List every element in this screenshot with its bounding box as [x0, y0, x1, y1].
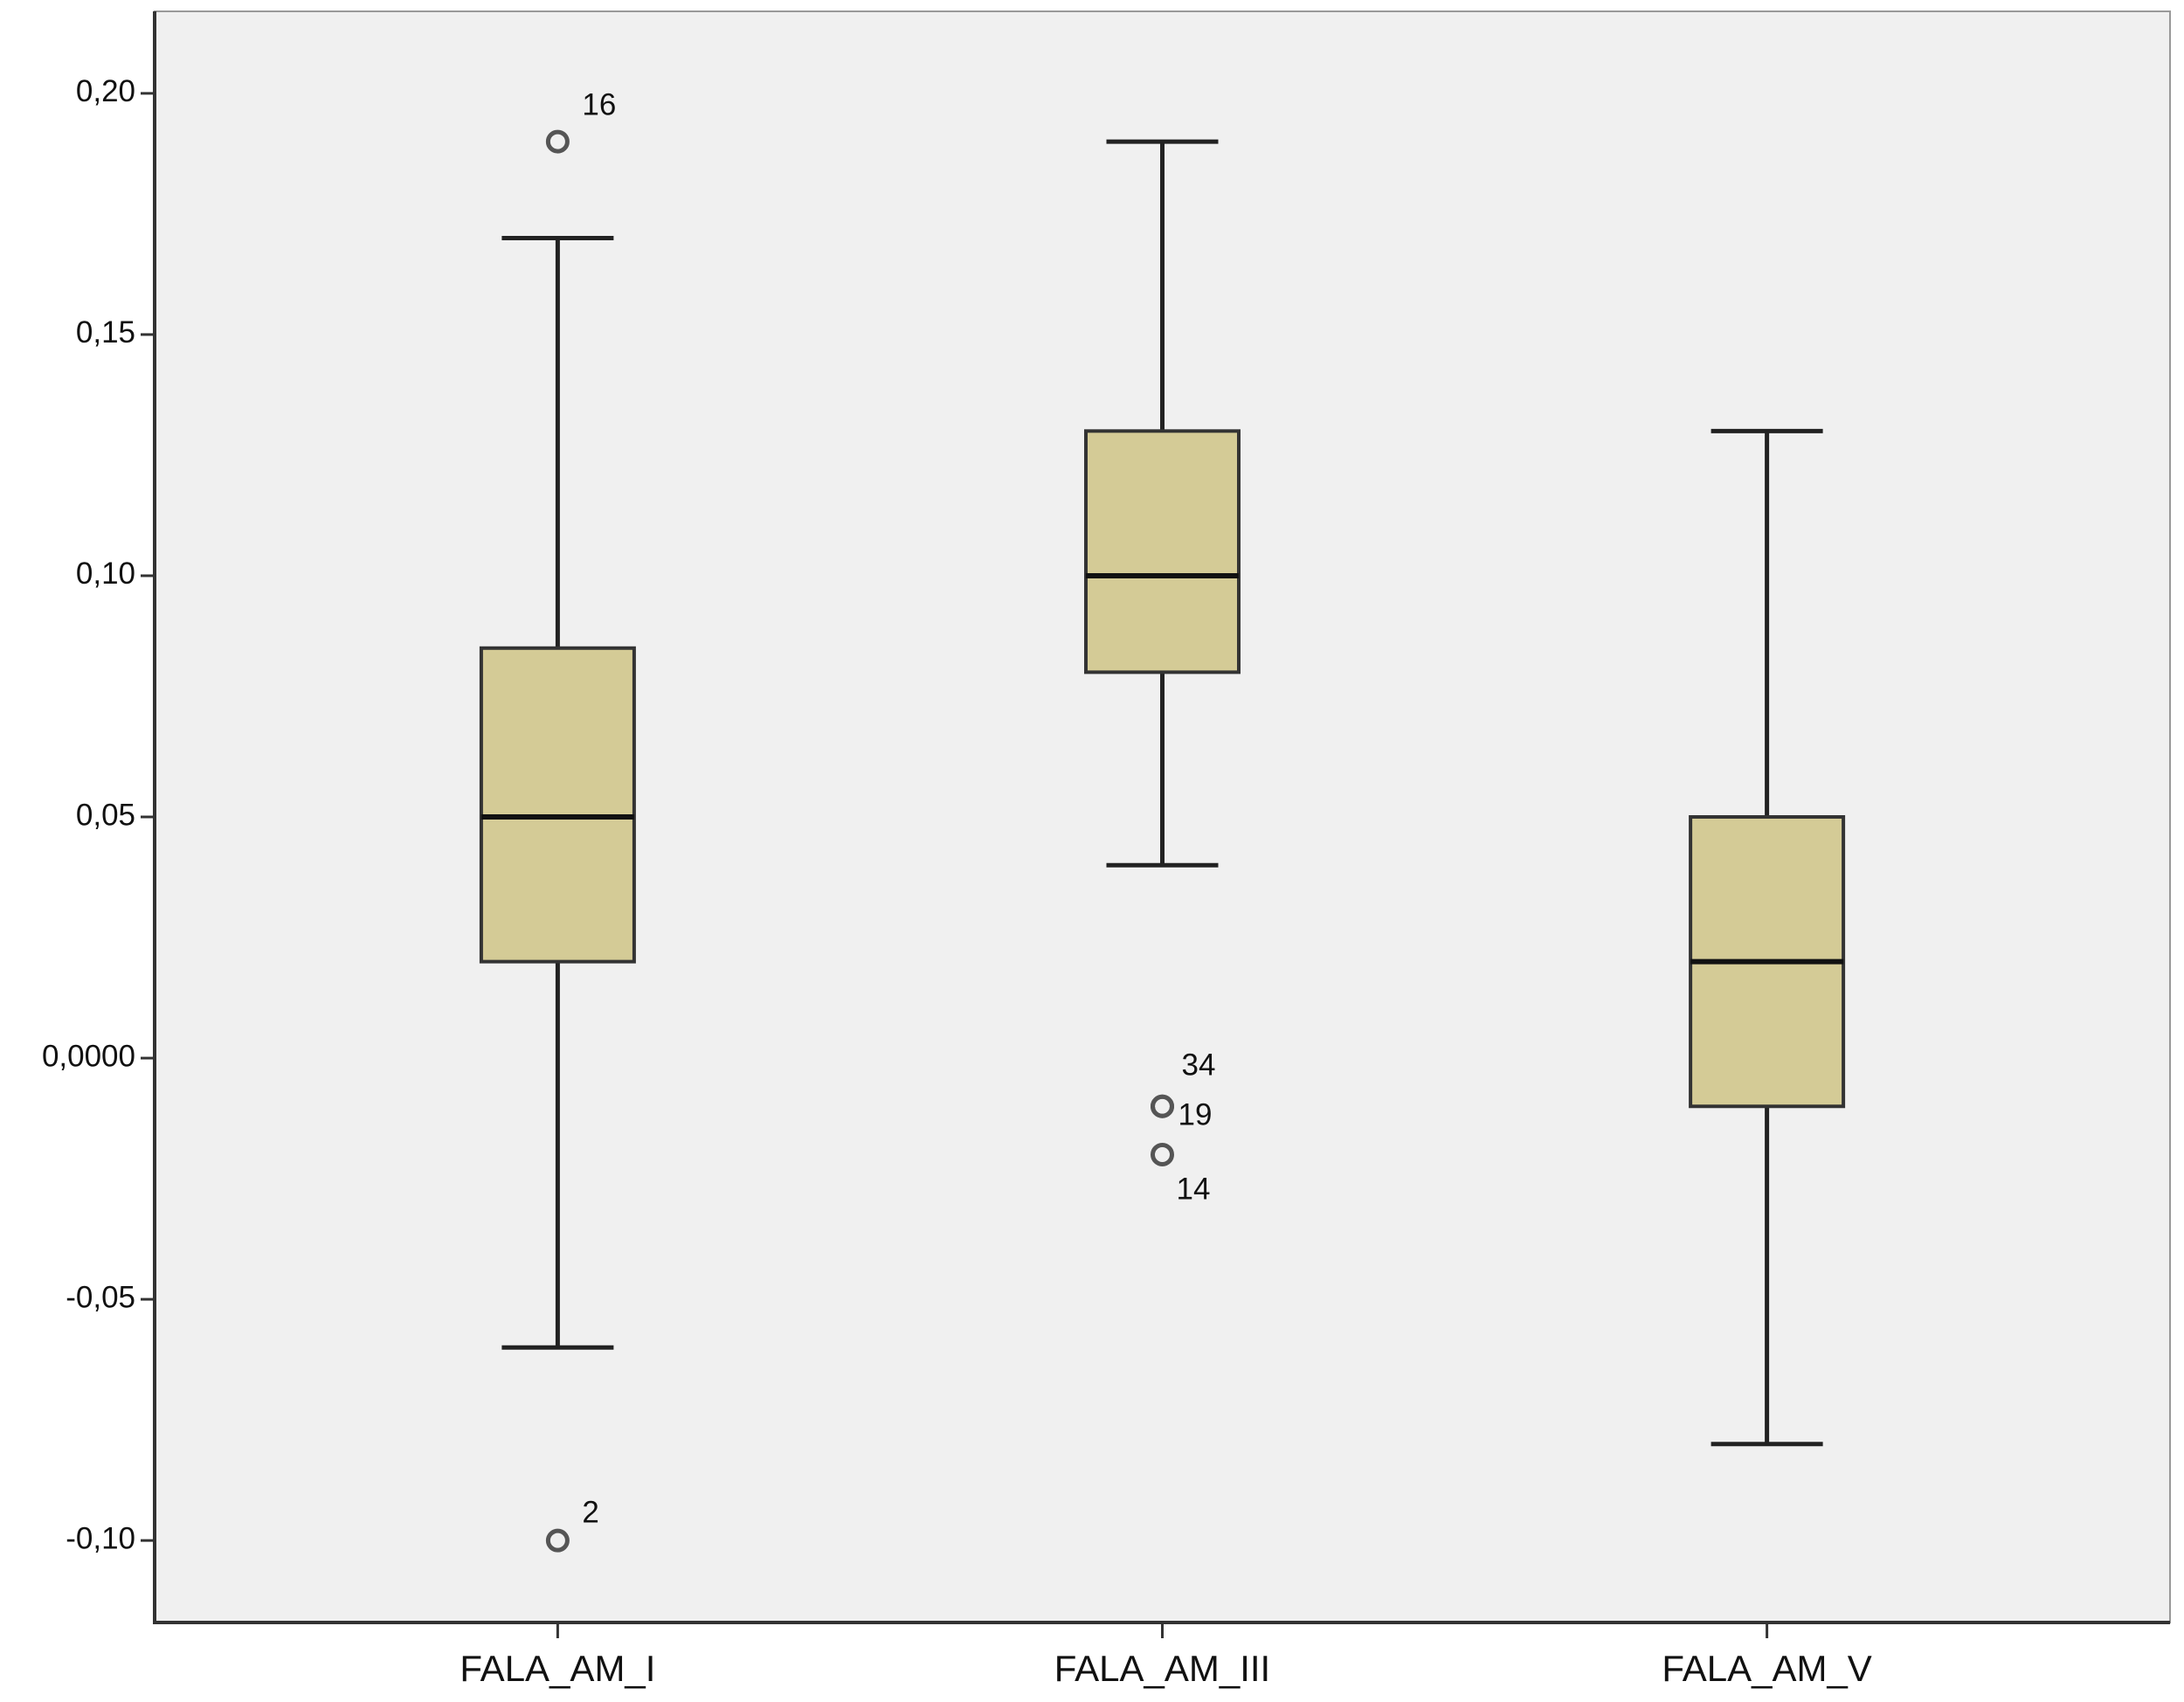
y-tick-label: 0,15: [76, 315, 135, 349]
outlier: [545, 1528, 570, 1553]
outlier-label: 14: [1177, 1173, 1211, 1207]
outlier-label: 19: [1178, 1098, 1213, 1132]
y-tick-label: -0,10: [66, 1521, 135, 1555]
y-tick-label: 0,20: [76, 74, 135, 108]
outlier-label: 2: [582, 1495, 598, 1529]
outlier: [545, 129, 570, 154]
x-tick-label: FALA_AM_III: [1054, 1648, 1270, 1689]
outlier-label: 16: [582, 87, 616, 121]
outlier: [1151, 1094, 1174, 1118]
outlier: [1151, 1142, 1174, 1166]
y-tick-label: -0,05: [66, 1280, 135, 1314]
y-tick-label: 0,10: [76, 557, 135, 591]
x-tick-label: FALA_AM_V: [1662, 1648, 1871, 1689]
box: [1084, 429, 1241, 675]
y-tick-label: 0,0000: [42, 1039, 135, 1073]
y-tick-label: 0,05: [76, 798, 135, 832]
x-tick-label: FALA_AM_I: [460, 1648, 655, 1689]
box: [479, 646, 636, 964]
outlier-label: 34: [1182, 1048, 1216, 1083]
